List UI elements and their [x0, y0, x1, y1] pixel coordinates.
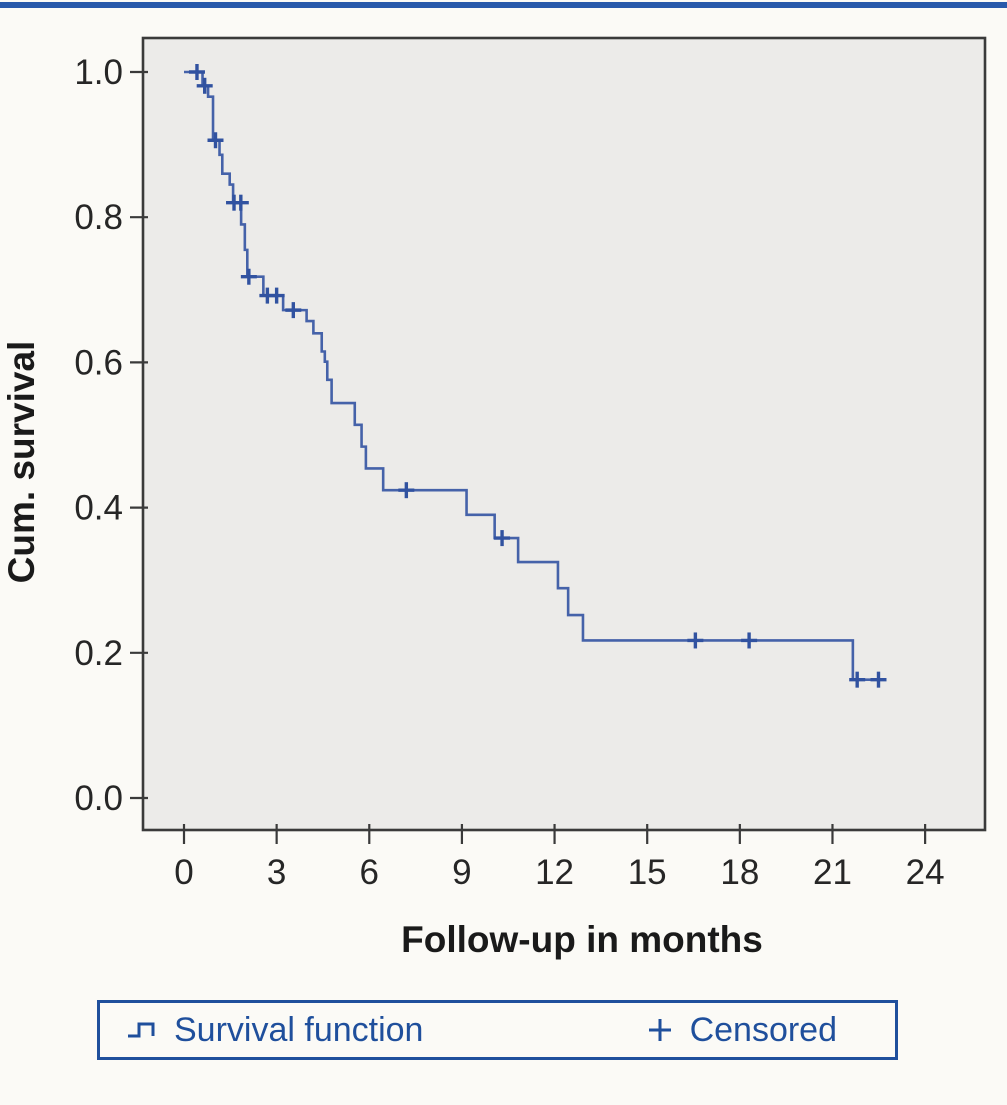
- x-tick-label: 18: [720, 853, 759, 892]
- y-axis-title: Cum. survival: [1, 341, 42, 584]
- y-tick-label: 1.0: [74, 53, 123, 92]
- y-tick-label: 0.2: [74, 634, 123, 673]
- x-tick-label: 21: [813, 853, 852, 892]
- step-line-icon: [128, 1022, 155, 1038]
- x-tick-label: 9: [452, 853, 471, 892]
- survival-chart: Follow-up in months Cum. survival 0 3 6 9 12…: [1, 36, 987, 960]
- x-tick-label: 6: [360, 853, 379, 892]
- plot-area: [143, 38, 985, 830]
- legend: Survival function Censored: [97, 1000, 898, 1060]
- x-tick-label: 12: [535, 853, 574, 892]
- y-tick-label: 0.0: [74, 779, 123, 818]
- y-tick-label: 0.6: [74, 343, 123, 382]
- x-tick-label: 15: [628, 853, 667, 892]
- legend-label-censored: Censored: [689, 1010, 837, 1049]
- plot-frame: [141, 36, 987, 832]
- x-axis-title: Follow-up in months: [401, 919, 763, 960]
- plus-icon: [648, 1019, 671, 1041]
- x-tick-label: 3: [267, 853, 286, 892]
- legend-item-survival-function: Survival function: [126, 1011, 423, 1050]
- legend-label-survival-function: Survival function: [174, 1010, 424, 1049]
- top-accent-bar: [0, 2, 1007, 8]
- survival-curve: [184, 70, 884, 681]
- legend-item-censored: Censored: [646, 1011, 837, 1050]
- y-tick-label: 0.4: [74, 489, 123, 528]
- x-tick-label: 0: [174, 853, 193, 892]
- x-tick-label: 24: [906, 853, 945, 892]
- y-tick-label: 0.8: [74, 198, 123, 237]
